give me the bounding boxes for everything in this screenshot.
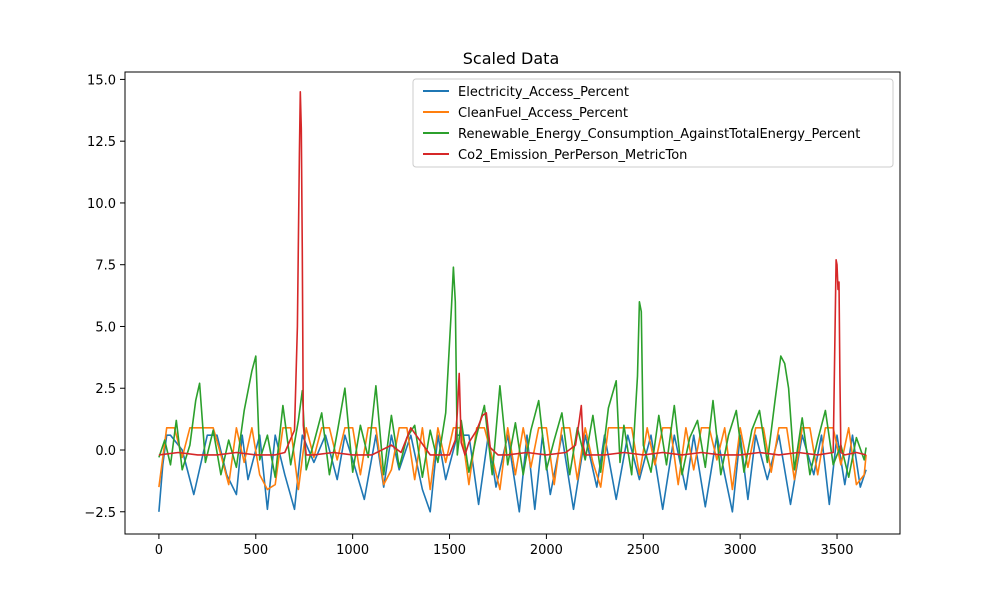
series-line-2 bbox=[158, 266, 867, 478]
series-layer bbox=[158, 91, 867, 513]
y-tick-label: 10.0 bbox=[87, 197, 116, 212]
axes-frame bbox=[124, 71, 901, 535]
x-tick-label: 1000 bbox=[336, 543, 369, 558]
legend-label: CleanFuel_Access_Percent bbox=[458, 106, 628, 121]
x-tick-label: 1500 bbox=[433, 543, 466, 558]
series-line-1 bbox=[158, 427, 867, 491]
y-tick-label: 7.5 bbox=[95, 259, 116, 274]
series-line-0 bbox=[158, 434, 867, 513]
y-tick-label: 15.0 bbox=[87, 73, 116, 88]
y-tick-label: 5.0 bbox=[95, 320, 116, 335]
chart-title: Scaled Data bbox=[463, 49, 560, 68]
x-tick-label: 3500 bbox=[820, 543, 853, 558]
x-tick-label: 2500 bbox=[627, 543, 660, 558]
axes-layer: 0 500 1000 1500 2000 2500 3000 3500 −2.5 0.0 2.5 5.… bbox=[84, 71, 901, 558]
y-tick-label: 0.0 bbox=[95, 444, 116, 459]
x-tick-label: 500 bbox=[243, 543, 268, 558]
legend-box bbox=[412, 78, 894, 168]
legend-label: Co2_Emission_PerPerson_MetricTon bbox=[458, 148, 687, 163]
x-tick-label: 3000 bbox=[724, 543, 757, 558]
y-tick-label: −2.5 bbox=[84, 506, 116, 521]
legend-label: Renewable_Energy_Consumption_AgainstTota… bbox=[458, 127, 860, 142]
series-line-3 bbox=[158, 91, 867, 456]
x-tick-label: 0 bbox=[155, 543, 163, 558]
y-tick-label: 12.5 bbox=[87, 135, 116, 150]
x-tick-label: 2000 bbox=[530, 543, 563, 558]
legend-label: Electricity_Access_Percent bbox=[458, 85, 629, 100]
y-tick-label: 2.5 bbox=[95, 382, 116, 397]
legend: Electricity_Access_Percent CleanFuel_Acce… bbox=[412, 78, 894, 168]
